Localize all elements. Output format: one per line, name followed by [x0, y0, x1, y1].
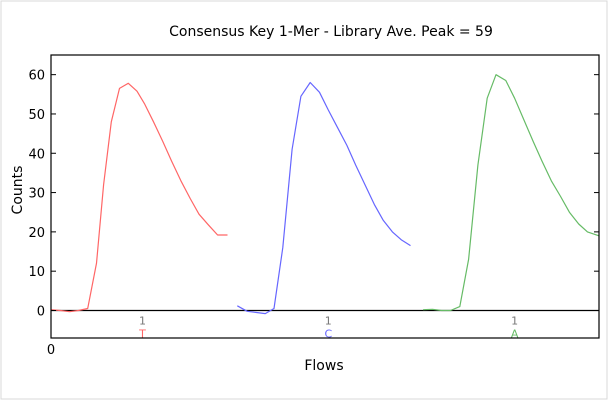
series-line-T: [50, 82, 228, 313]
y-tick-label: 0: [37, 304, 45, 319]
y-tick-label: 10: [28, 265, 45, 280]
y-tick-label: 60: [28, 69, 45, 84]
series-line-C: [237, 81, 411, 315]
y-tick-label: 40: [28, 147, 45, 162]
y-tick-label: 30: [28, 187, 45, 202]
chart-title: Consensus Key 1-Mer - Library Ave. Peak …: [169, 24, 493, 40]
key-count-label-C: 1: [325, 314, 332, 327]
x-tick-label: 0: [47, 343, 55, 358]
y-tick-label: 50: [28, 108, 45, 123]
y-tick-label: 20: [28, 226, 45, 241]
plot-frame: [50, 54, 600, 339]
y-axis-label: Counts: [10, 166, 26, 215]
series-line-A: [423, 74, 600, 312]
key-base-label-C: C: [324, 327, 332, 340]
x-axis-label: Flows: [304, 358, 343, 374]
key-base-label-T: T: [138, 327, 146, 340]
key-count-label-T: 1: [139, 314, 146, 327]
key-count-label-A: 1: [511, 314, 518, 327]
key-base-label-A: A: [511, 327, 519, 340]
